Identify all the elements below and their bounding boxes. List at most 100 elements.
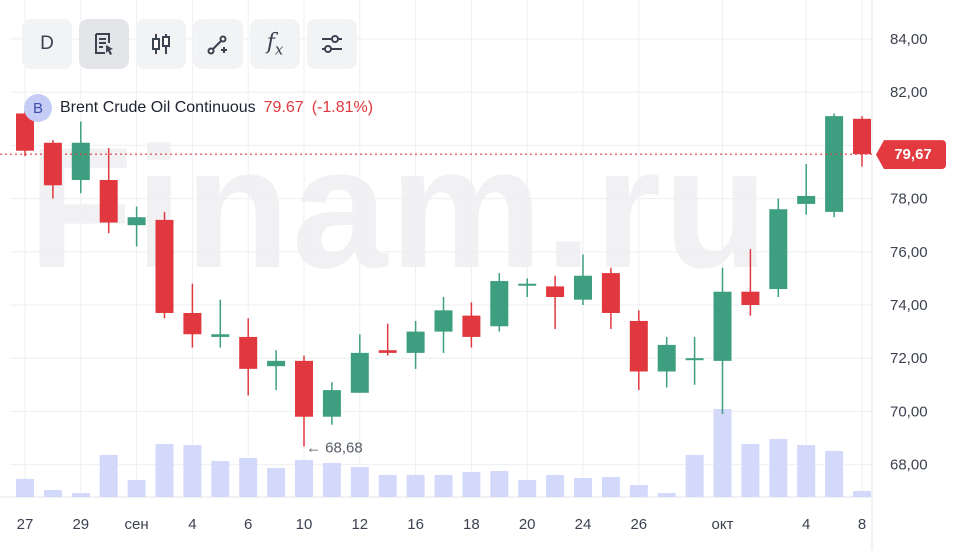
volume-bar bbox=[406, 475, 425, 497]
candle bbox=[406, 320, 425, 369]
candle bbox=[657, 336, 676, 388]
candle-body bbox=[295, 360, 313, 417]
candle bbox=[16, 110, 34, 157]
y-tick-label: 74,00 bbox=[890, 297, 928, 314]
x-axis: 27 29 сен 4 6 10 12 16 18 20 24 26 окт 4 8 bbox=[17, 516, 867, 533]
candle-body bbox=[685, 358, 704, 361]
volume-bar bbox=[295, 460, 313, 497]
current-price-tag: 79,67 bbox=[876, 140, 946, 170]
candle-body bbox=[267, 360, 286, 367]
volume-bar bbox=[183, 445, 202, 497]
candle-body bbox=[239, 336, 258, 369]
candle bbox=[853, 116, 871, 167]
candle-body bbox=[434, 310, 453, 332]
y-tick-label: 76,00 bbox=[890, 244, 928, 261]
volume-bar bbox=[853, 491, 871, 497]
candle-body bbox=[853, 118, 871, 155]
candle-body bbox=[406, 331, 425, 353]
candle bbox=[295, 355, 313, 447]
candle bbox=[322, 382, 341, 425]
symbol-badge[interactable]: B bbox=[24, 94, 52, 122]
candle-body bbox=[155, 219, 174, 313]
x-tick-label: 8 bbox=[858, 516, 866, 533]
x-tick-label: 20 bbox=[519, 516, 536, 533]
line-tool-icon bbox=[207, 35, 227, 55]
grid bbox=[0, 0, 873, 550]
volume-bar bbox=[350, 467, 369, 497]
candle bbox=[518, 278, 537, 298]
candle bbox=[601, 267, 620, 329]
functions-button[interactable]: fx bbox=[250, 19, 300, 69]
volume-bar bbox=[797, 445, 816, 497]
symbol-name: Brent Crude Oil Continuous bbox=[60, 99, 256, 116]
drawing-tools-button[interactable] bbox=[193, 19, 243, 69]
y-tick-label: 84,00 bbox=[890, 31, 928, 48]
volume-bar bbox=[378, 475, 397, 497]
candle bbox=[434, 297, 453, 353]
candle-body bbox=[322, 390, 341, 417]
x-tick-label: 18 bbox=[463, 516, 480, 533]
fx-x: x bbox=[274, 40, 284, 59]
candle-body bbox=[629, 320, 648, 372]
volume-bar bbox=[211, 461, 230, 497]
volume-bar bbox=[490, 471, 509, 497]
sliders-icon bbox=[322, 35, 342, 53]
candle bbox=[490, 273, 509, 332]
candle bbox=[99, 148, 118, 234]
y-axis: 84,0082,0080,0078,0076,0074,0072,0070,00… bbox=[890, 31, 928, 474]
candle bbox=[350, 334, 369, 393]
candle bbox=[629, 310, 648, 391]
candle-body bbox=[657, 344, 676, 372]
x-tick-label: 26 bbox=[630, 516, 647, 533]
toolbar: D fx bbox=[22, 19, 357, 69]
volume-bar bbox=[713, 409, 732, 497]
candle bbox=[462, 302, 481, 348]
interval-button[interactable]: D bbox=[22, 19, 72, 69]
y-tick-label: 68,00 bbox=[890, 457, 928, 474]
candle-body bbox=[350, 352, 369, 393]
candle bbox=[769, 198, 788, 298]
volume-bar bbox=[546, 475, 565, 497]
candle bbox=[211, 299, 230, 348]
volume-bar bbox=[518, 480, 537, 497]
x-tick-label: сен bbox=[125, 516, 149, 533]
volume-bar bbox=[741, 444, 760, 497]
candle-body bbox=[127, 217, 146, 226]
y-tick-label: 72,00 bbox=[890, 350, 928, 367]
candle-body bbox=[211, 334, 230, 337]
watermark: Finam.ru bbox=[28, 112, 771, 304]
volume-bar bbox=[825, 451, 844, 497]
volume-bar bbox=[239, 458, 258, 497]
candle bbox=[574, 254, 592, 305]
volume-bar bbox=[71, 493, 90, 497]
candle-body bbox=[741, 291, 760, 305]
settings-button[interactable] bbox=[307, 19, 357, 69]
y-tick-label: 70,00 bbox=[890, 403, 928, 420]
indicators-button[interactable] bbox=[79, 19, 129, 69]
y-tick-label: 82,00 bbox=[890, 84, 928, 101]
candle bbox=[546, 275, 565, 329]
candle bbox=[267, 350, 286, 391]
candle bbox=[378, 323, 397, 356]
candle bbox=[825, 113, 844, 218]
candle-body bbox=[378, 350, 397, 353]
candle bbox=[183, 283, 202, 348]
volume-bar bbox=[322, 463, 341, 497]
candle bbox=[685, 336, 704, 385]
x-tick-label: 4 bbox=[188, 516, 196, 533]
candle-body bbox=[825, 116, 844, 212]
volume-bar bbox=[769, 439, 788, 497]
candle bbox=[71, 121, 90, 194]
x-tick-label: 27 bbox=[17, 516, 34, 533]
candle-body bbox=[574, 275, 592, 300]
volume-bar bbox=[127, 480, 146, 497]
document-cursor-icon bbox=[95, 33, 113, 55]
candle-body bbox=[462, 315, 481, 337]
volume-bar bbox=[267, 468, 286, 497]
volume-bar bbox=[574, 478, 592, 497]
candles bbox=[16, 110, 871, 447]
chart-type-button[interactable] bbox=[136, 19, 186, 69]
volume-bar bbox=[601, 477, 620, 497]
